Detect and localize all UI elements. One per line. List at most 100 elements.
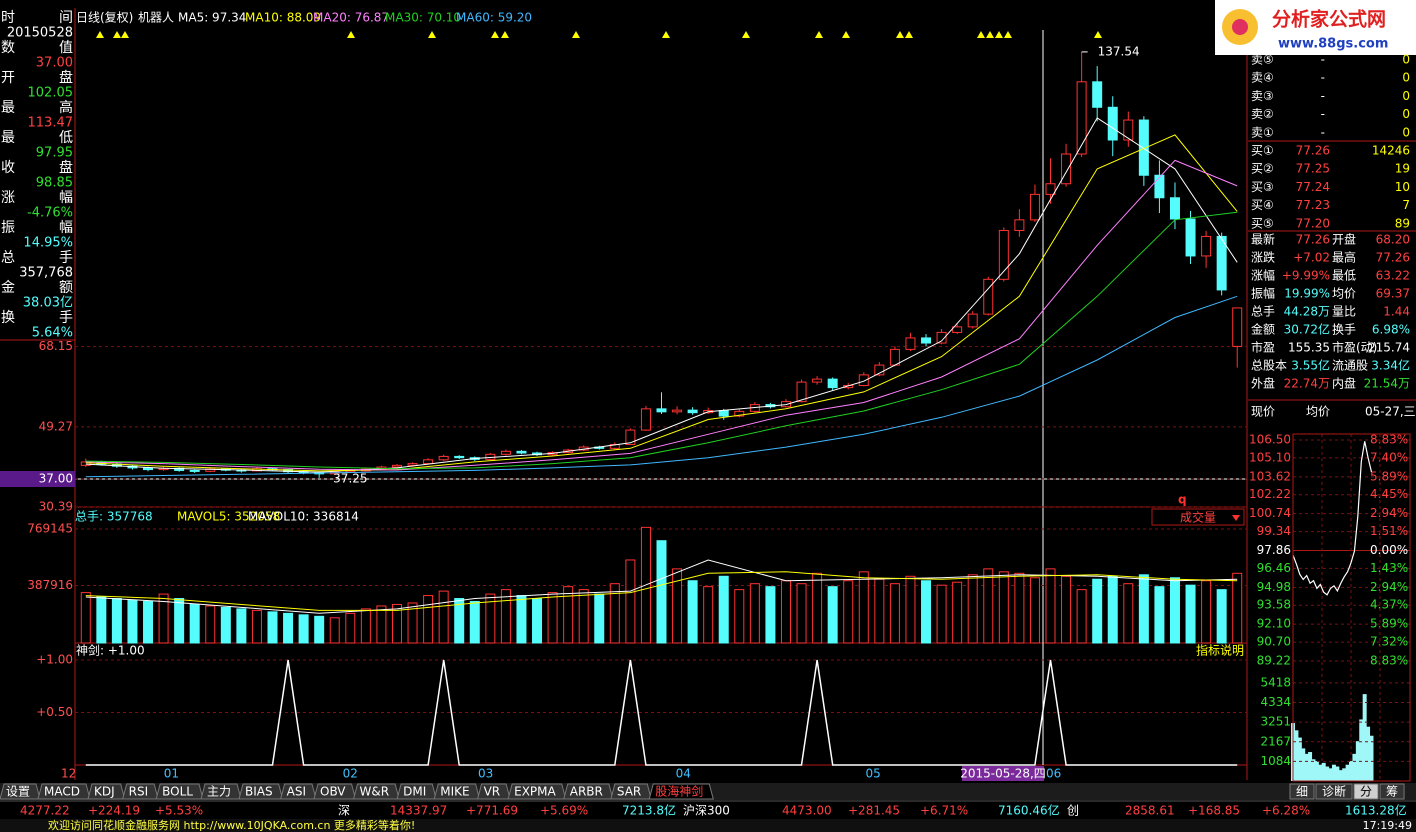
y-tick-label: 49.27: [39, 419, 73, 433]
candle-body: [1045, 183, 1056, 195]
volume-bar: [1201, 580, 1212, 644]
right-tab[interactable]: [1315, 783, 1353, 800]
right-tab[interactable]: [1353, 783, 1379, 800]
volume-bar: [749, 583, 760, 644]
tab[interactable]: [313, 783, 357, 800]
right-tab[interactable]: [1379, 783, 1405, 800]
ticker-item: +281.45: [848, 804, 900, 818]
ma-label: MA30: 70.10: [385, 11, 461, 25]
tab[interactable]: [476, 783, 511, 800]
right-tab-label[interactable]: 诊断: [1322, 784, 1346, 799]
y-tick-label: 100.74: [1249, 506, 1291, 520]
tab-label[interactable]: 主力: [207, 785, 231, 799]
book-volume: 10: [1395, 180, 1410, 194]
tab-label[interactable]: DMI: [403, 785, 426, 799]
tab[interactable]: [0, 783, 41, 800]
intraday-header: 均价: [1306, 405, 1330, 419]
ma-line: [85, 295, 1238, 478]
tab[interactable]: [507, 783, 567, 800]
tab-label[interactable]: 设置: [6, 785, 30, 799]
volume-bar: [158, 593, 169, 644]
info-value: 5.64%: [32, 326, 73, 341]
volume-bar: [438, 590, 449, 644]
book-volume: 0: [1402, 71, 1410, 85]
volume-bar: [314, 615, 325, 644]
volume-header: MAVOL5: 352058: [177, 510, 280, 524]
tab[interactable]: [87, 783, 126, 800]
book-label: 买⑤: [1251, 216, 1274, 230]
tab[interactable]: [648, 783, 714, 800]
stat-value: 44.28万: [1284, 305, 1330, 319]
book-label: 卖②: [1251, 107, 1274, 121]
tab-label[interactable]: BIAS: [245, 785, 273, 799]
candle-body: [1154, 174, 1165, 199]
candle-body: [1061, 153, 1072, 185]
book-volume: 19: [1395, 162, 1410, 176]
tab-label[interactable]: 股海神剑: [655, 784, 703, 799]
tab-label[interactable]: BOLL: [162, 785, 193, 799]
indicator-note[interactable]: 指标说明: [1196, 643, 1244, 658]
tab[interactable]: [200, 783, 242, 800]
tab[interactable]: [396, 783, 437, 800]
volume-bar: [251, 609, 262, 644]
tab-label[interactable]: SAR: [617, 785, 641, 799]
ticker-item: 4277.22: [20, 804, 70, 818]
right-tab-label[interactable]: 细: [1296, 785, 1308, 799]
tab[interactable]: [279, 783, 317, 800]
tab-label[interactable]: KDJ: [94, 785, 115, 799]
tab-label[interactable]: EXPMA: [514, 785, 556, 799]
pct-label: 4.45%: [1370, 487, 1408, 501]
status-time: 17:19:49: [1363, 819, 1412, 832]
tab[interactable]: [352, 783, 400, 800]
tab[interactable]: [563, 783, 614, 800]
book-volume: 89: [1395, 216, 1410, 230]
volume-bar: [189, 603, 200, 644]
volume-bar: [1045, 568, 1056, 644]
tab[interactable]: [238, 783, 284, 800]
volume-bar: [625, 559, 636, 644]
stat-label: 换手: [1332, 323, 1356, 337]
tab-label[interactable]: OBV: [320, 785, 346, 799]
dropdown-arrow[interactable]: [1232, 515, 1240, 521]
tab[interactable]: [37, 783, 91, 800]
tab-label[interactable]: ASI: [287, 785, 306, 799]
tab-label[interactable]: VR: [484, 785, 501, 799]
tab[interactable]: [155, 783, 204, 800]
intraday-volume-bar: [1338, 770, 1343, 781]
right-tab-label[interactable]: 筹: [1386, 785, 1398, 799]
tab[interactable]: [122, 783, 159, 800]
volume-bar: [345, 612, 356, 644]
intraday-volume-bar: [1349, 761, 1354, 781]
signal-marker: [742, 31, 750, 38]
volume-bar: [407, 602, 418, 644]
y-tick-label: 102.22: [1249, 487, 1291, 501]
tab-label[interactable]: RSI: [129, 785, 149, 799]
indicator-title: 神剑: +1.00: [76, 643, 145, 658]
tab[interactable]: [433, 783, 481, 800]
candle-body: [143, 467, 154, 471]
y-tick-label: 37.00: [39, 471, 73, 485]
tab[interactable]: [610, 783, 652, 800]
intraday-header: 现价: [1251, 405, 1275, 419]
right-tab[interactable]: [1289, 783, 1315, 800]
ticker-item: 2858.61: [1125, 804, 1175, 818]
stat-label: 市盈(动): [1332, 340, 1377, 355]
volume-bar: [220, 606, 231, 644]
candle-body: [827, 378, 838, 389]
dropdown-label[interactable]: 成交量: [1180, 510, 1216, 525]
tab-label[interactable]: MACD: [44, 785, 80, 799]
right-tab-label[interactable]: 分: [1360, 785, 1372, 799]
volume-dropdown[interactable]: [1151, 508, 1245, 526]
tab-label[interactable]: MIKE: [440, 785, 469, 799]
volume-bar: [780, 580, 791, 644]
x-tick-label: 03: [478, 767, 493, 781]
volume-bar: [1123, 583, 1134, 644]
tab-label[interactable]: ARBR: [570, 785, 603, 799]
ticker-item: 14337.97: [390, 804, 447, 818]
book-label: 卖①: [1251, 125, 1274, 139]
book-volume: 14246: [1372, 144, 1410, 158]
candle-body: [998, 229, 1009, 280]
y-tick-label: 96.46: [1257, 561, 1291, 575]
tab-label[interactable]: W&R: [360, 785, 390, 799]
